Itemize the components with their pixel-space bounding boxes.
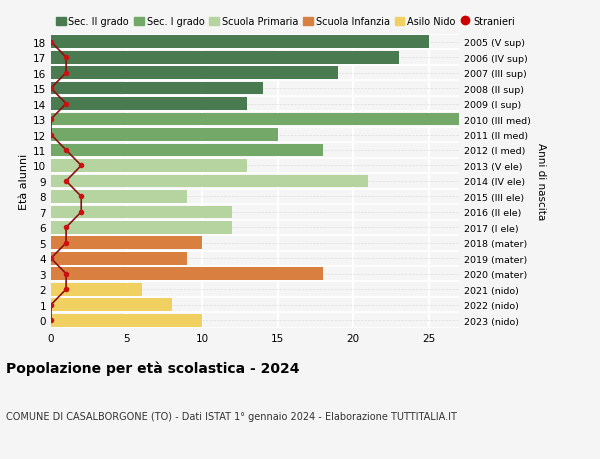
Point bbox=[76, 193, 86, 201]
Point bbox=[61, 101, 71, 108]
Point bbox=[46, 39, 56, 46]
Point bbox=[61, 286, 71, 293]
Point bbox=[61, 54, 71, 62]
Point bbox=[46, 317, 56, 324]
Point bbox=[61, 178, 71, 185]
Bar bbox=[51, 299, 172, 311]
Bar bbox=[51, 160, 247, 173]
Bar bbox=[51, 144, 323, 157]
Text: COMUNE DI CASALBORGONE (TO) - Dati ISTAT 1° gennaio 2024 - Elaborazione TUTTITAL: COMUNE DI CASALBORGONE (TO) - Dati ISTAT… bbox=[6, 411, 457, 421]
Bar bbox=[51, 52, 398, 64]
Bar bbox=[51, 113, 459, 126]
Point bbox=[61, 147, 71, 154]
Legend: Sec. II grado, Sec. I grado, Scuola Primaria, Scuola Infanzia, Asilo Nido, Stran: Sec. II grado, Sec. I grado, Scuola Prim… bbox=[56, 17, 515, 27]
Bar bbox=[51, 98, 247, 111]
Bar bbox=[51, 283, 142, 296]
Bar bbox=[51, 36, 429, 49]
Bar bbox=[51, 314, 202, 327]
Bar bbox=[51, 268, 323, 280]
Bar bbox=[51, 129, 278, 141]
Y-axis label: Anni di nascita: Anni di nascita bbox=[536, 143, 546, 220]
Point bbox=[61, 70, 71, 77]
Bar bbox=[51, 83, 263, 95]
Bar bbox=[51, 252, 187, 265]
Bar bbox=[51, 175, 368, 188]
Point bbox=[46, 116, 56, 123]
Bar bbox=[51, 67, 338, 80]
Point bbox=[46, 302, 56, 309]
Bar bbox=[51, 190, 187, 203]
Bar bbox=[51, 222, 232, 234]
Point bbox=[61, 270, 71, 278]
Y-axis label: Età alunni: Età alunni bbox=[19, 153, 29, 210]
Point bbox=[46, 255, 56, 263]
Point bbox=[46, 132, 56, 139]
Text: Popolazione per età scolastica - 2024: Popolazione per età scolastica - 2024 bbox=[6, 360, 299, 375]
Point bbox=[46, 85, 56, 93]
Point bbox=[61, 224, 71, 231]
Bar bbox=[51, 237, 202, 250]
Bar bbox=[51, 206, 232, 219]
Point bbox=[76, 162, 86, 170]
Point bbox=[76, 209, 86, 216]
Point bbox=[61, 240, 71, 247]
